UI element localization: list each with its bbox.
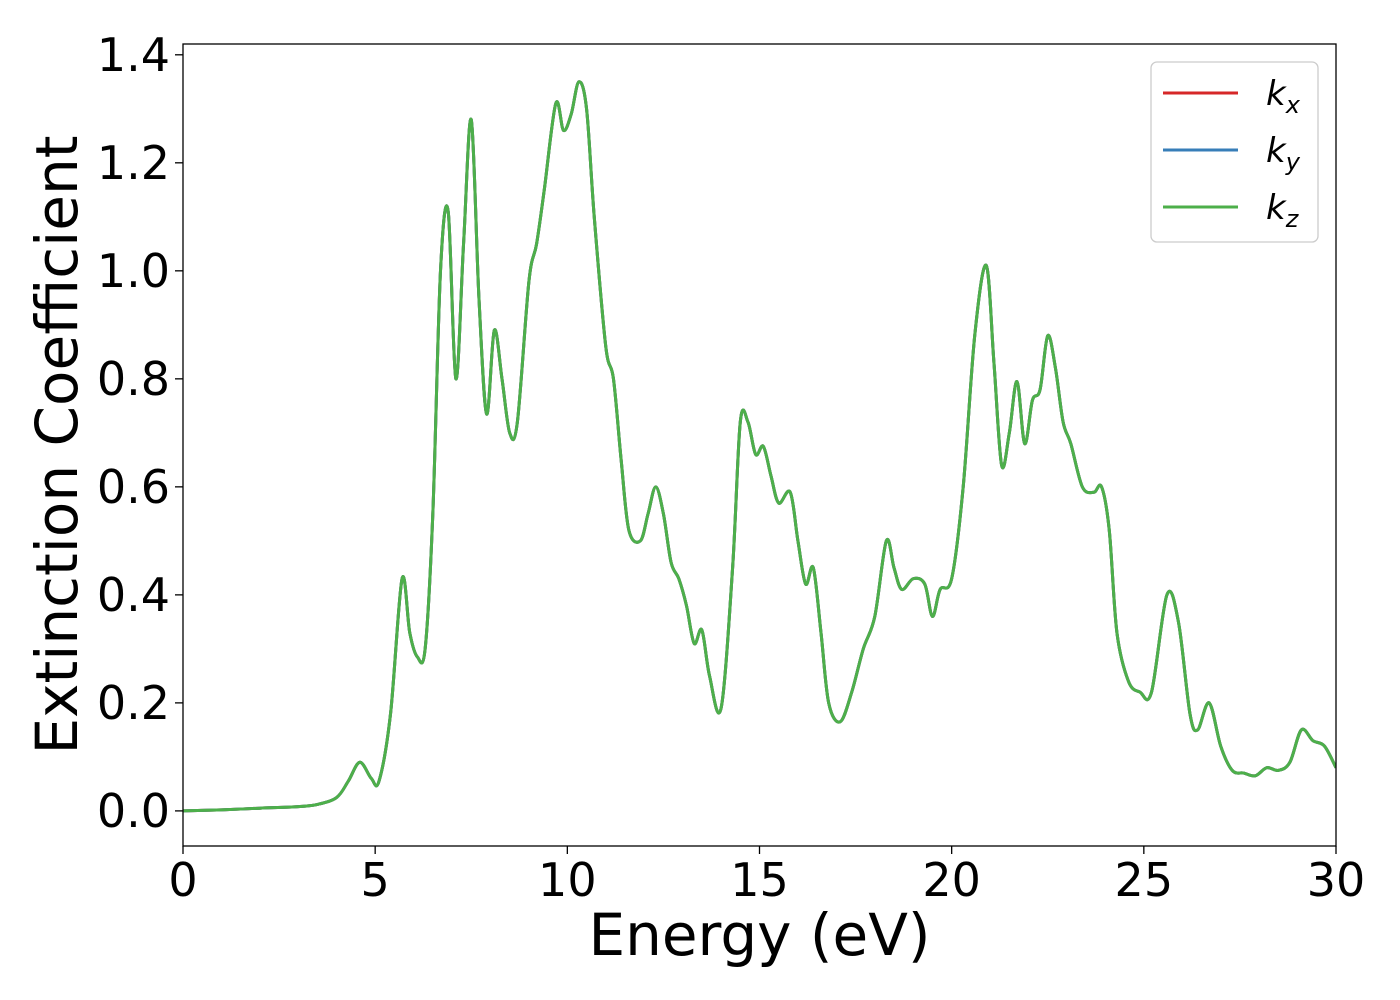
y-tick-label: 0.8 (97, 352, 170, 406)
x-tick-label: 15 (730, 853, 789, 907)
y-axis-label: Extinction Coefficient (23, 136, 91, 755)
legend-box (1150, 61, 1319, 243)
plot-lines (183, 80, 1336, 813)
x-axis-ticks: 0 5 10 15 20 25 30 (168, 846, 1365, 907)
legend-label-k-y: ky (1266, 131, 1301, 176)
legend-label-k-x: kx (1266, 74, 1301, 119)
y-tick-label: 0.2 (97, 676, 170, 730)
y-tick-label: 1.4 (97, 28, 170, 82)
x-tick-label: 10 (538, 853, 597, 907)
series-line-k-z (183, 80, 1336, 813)
x-tick-label: 25 (1115, 853, 1174, 907)
y-tick-label: 1.2 (97, 136, 170, 190)
x-tick-label: 20 (922, 853, 981, 907)
legend-label-k-z: kz (1266, 188, 1300, 233)
y-tick-label: 0.4 (97, 568, 170, 622)
x-tick-label: 30 (1307, 853, 1366, 907)
y-tick-label: 0.0 (97, 784, 170, 838)
y-axis-ticks: 0.0 0.2 0.4 0.6 0.8 1.0 1.2 1.4 (97, 28, 183, 838)
x-tick-label: 5 (361, 853, 390, 907)
legend: kx ky kz (1150, 61, 1319, 243)
x-tick-label: 0 (168, 853, 197, 907)
x-axis-label: Energy (eV) (588, 901, 930, 969)
y-tick-label: 0.6 (97, 460, 170, 514)
y-tick-label: 1.0 (97, 244, 170, 298)
